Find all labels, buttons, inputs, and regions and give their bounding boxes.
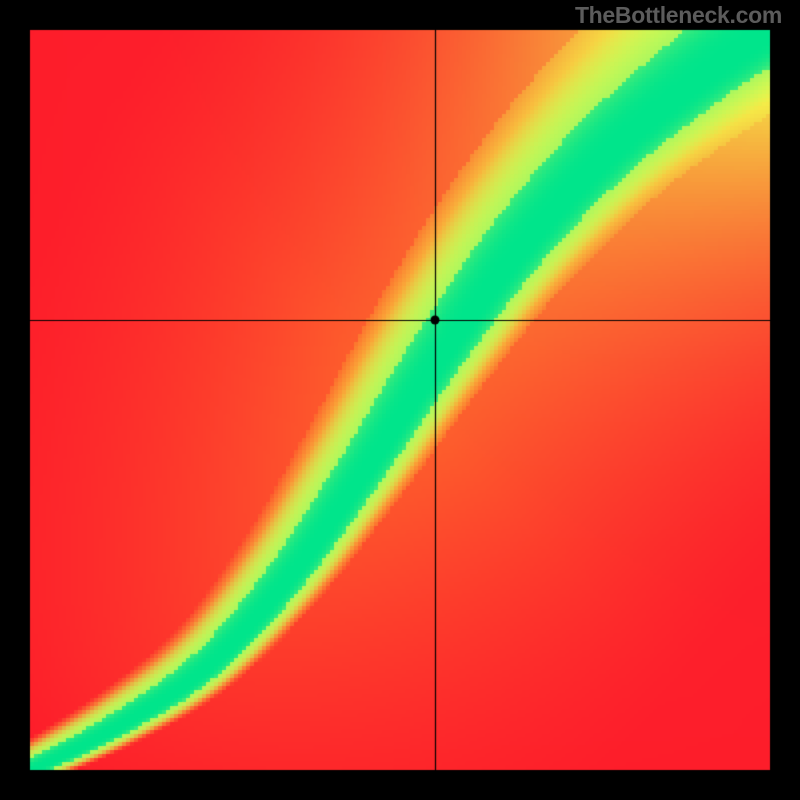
heatmap-canvas: [0, 0, 800, 800]
watermark-text: TheBottleneck.com: [575, 2, 782, 29]
bottleneck-heatmap: TheBottleneck.com: [0, 0, 800, 800]
